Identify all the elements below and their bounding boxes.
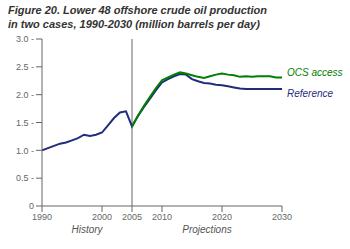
svg-text:Reference: Reference — [287, 88, 334, 99]
svg-text:1.0 -: 1.0 - — [16, 146, 34, 156]
svg-text:OCS access: OCS access — [287, 67, 342, 78]
svg-text:2010: 2010 — [152, 212, 172, 222]
svg-text:2.0 -: 2.0 - — [16, 90, 34, 100]
svg-text:2030: 2030 — [272, 212, 292, 222]
svg-text:0: 0 — [29, 201, 34, 211]
svg-text:1990: 1990 — [32, 212, 52, 222]
svg-text:1.5 -: 1.5 - — [16, 118, 34, 128]
svg-text:3.0 -: 3.0 - — [16, 34, 34, 44]
svg-text:2.5 -: 2.5 - — [16, 62, 34, 72]
html-text:Figure 20. Lower 48 offshore c: Figure 20. Lower 48 offshore crude oil p… — [8, 4, 267, 16]
svg-text:2000: 2000 — [92, 212, 112, 222]
svg-text:0.5 -: 0.5 - — [16, 173, 34, 183]
svg-text:Projections: Projections — [182, 224, 231, 235]
svg-text:2005: 2005 — [122, 212, 142, 222]
html-text:in two cases, 1990-2030 (milli: in two cases, 1990-2030 (million barrels… — [8, 18, 260, 30]
svg-text:History: History — [71, 224, 103, 235]
svg-text:2020: 2020 — [212, 212, 232, 222]
